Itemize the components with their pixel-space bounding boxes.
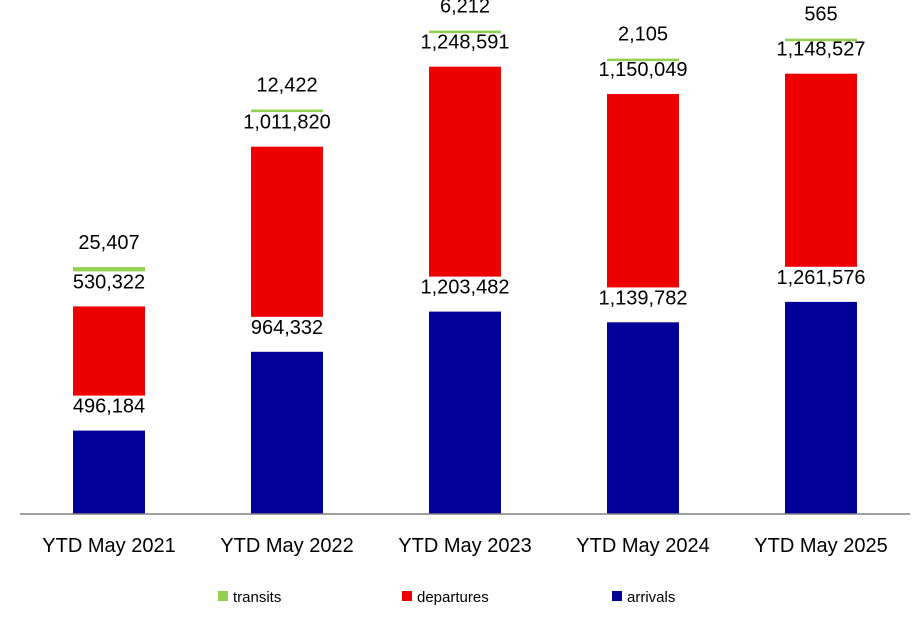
bar-segment-arrivals-3 [429,311,501,514]
data-label-arrivals-2: 964,332 [251,317,323,339]
data-label-arrivals-3: 1,203,482 [421,277,510,299]
data-labels-layer: 496,184 530,322 25,407 964,332 1,011,820 12,4… [73,0,866,418]
bar-segment-departures-2 [251,146,323,317]
data-label-departures-4: 1,150,049 [599,59,688,81]
legend-label-transits: transits [233,589,281,606]
bar-segment-transits-3 [429,30,501,34]
bar-segment-transits-2 [251,109,323,113]
category-label-2: YTD May 2022 [220,535,353,557]
category-label-5: YTD May 2025 [754,535,887,557]
legend-swatch-arrivals [612,591,622,601]
data-label-transits-5: 565 [804,4,837,26]
category-labels-layer: YTD May 2021 YTD May 2022 YTD May 2023 YTD … [42,535,887,557]
legend-item-arrivals: arrivals [612,589,675,606]
data-label-transits-1: 25,407 [78,232,139,254]
data-label-transits-4: 2,105 [618,24,668,46]
legend: transits departures arrivals [218,589,675,606]
data-label-arrivals-5: 1,261,576 [777,267,866,289]
legend-item-departures: departures [402,589,489,606]
data-label-transits-3: 6,212 [440,0,490,18]
bars-layer [73,30,857,514]
bar-segment-departures-3 [429,66,501,277]
bar-segment-transits-1 [73,267,145,272]
category-label-3: YTD May 2023 [398,535,531,557]
bar-segment-transits-4 [607,58,679,62]
bar-segment-arrivals-2 [251,351,323,514]
bar-segment-departures-1 [73,306,145,396]
bar-segment-departures-5 [785,73,857,267]
data-label-departures-3: 1,248,591 [421,32,510,54]
bar-segment-arrivals-4 [607,322,679,514]
bar-segment-departures-4 [607,94,679,288]
legend-label-departures: departures [417,589,489,606]
category-label-1: YTD May 2021 [42,535,175,557]
data-label-transits-2: 12,422 [256,75,317,97]
legend-item-transits: transits [218,589,281,606]
data-label-departures-5: 1,148,527 [777,39,866,61]
data-label-arrivals-4: 1,139,782 [599,287,688,309]
data-label-departures-2: 1,011,820 [243,112,331,134]
data-label-departures-1: 530,322 [73,271,145,293]
bar-segment-arrivals-5 [785,301,857,514]
data-label-arrivals-1: 496,184 [73,396,145,418]
legend-label-arrivals: arrivals [627,589,675,606]
legend-swatch-transits [218,591,228,601]
bar-segment-transits-5 [785,38,857,42]
bar-segment-arrivals-1 [73,430,145,514]
legend-swatch-departures [402,591,412,601]
category-label-4: YTD May 2024 [576,535,709,557]
